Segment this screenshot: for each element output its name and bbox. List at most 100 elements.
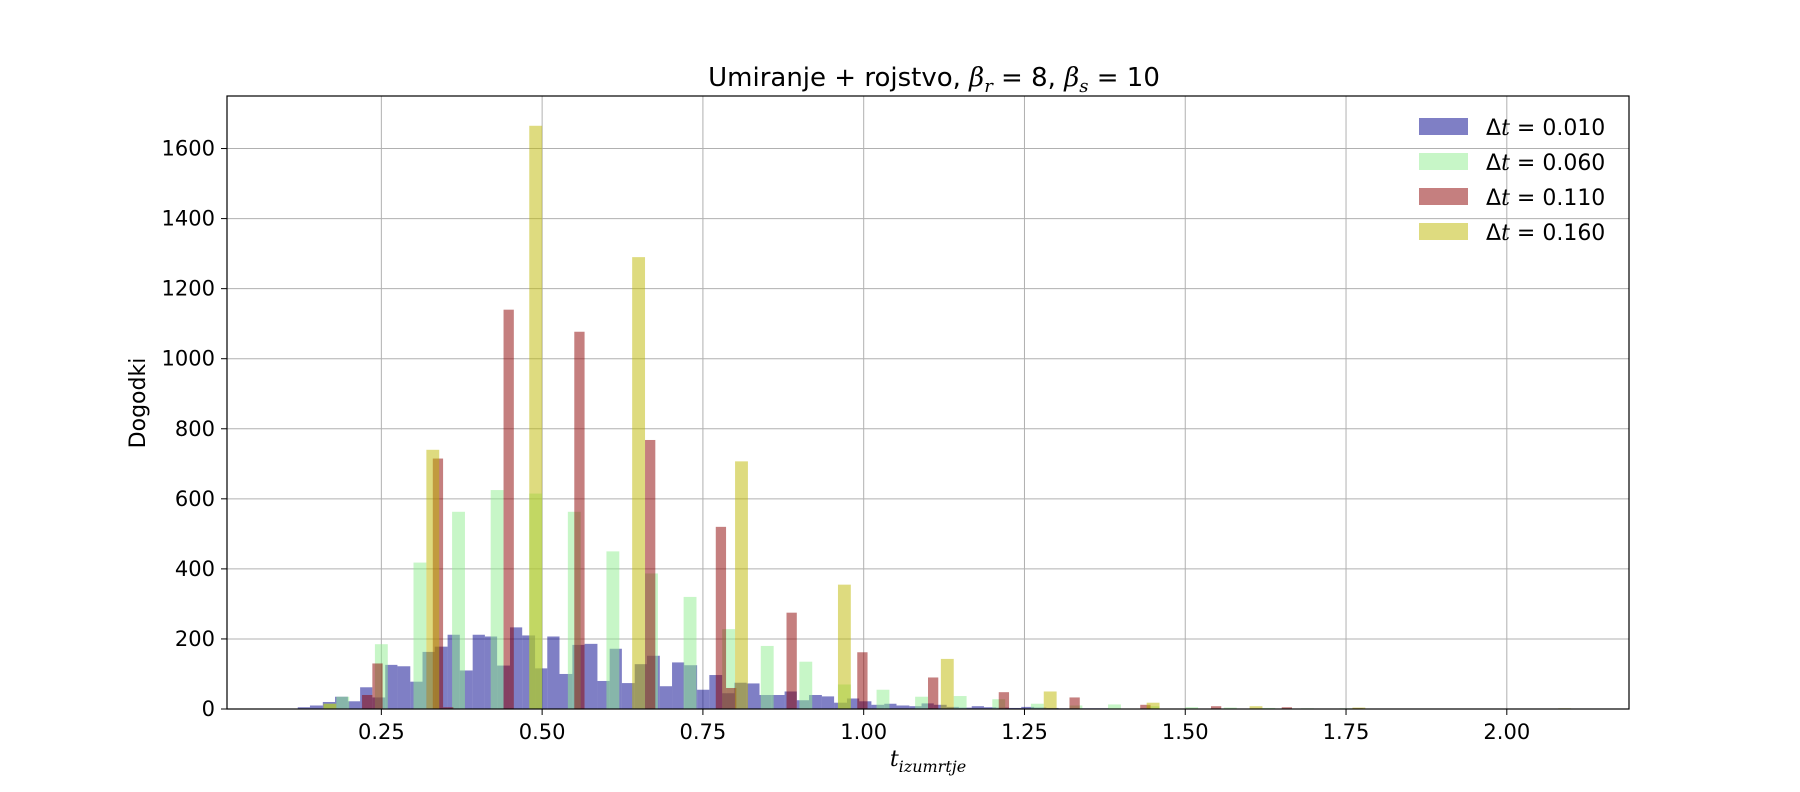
histogram-bar: [876, 689, 890, 709]
legend-swatch-series-1: [1419, 118, 1468, 135]
histogram-bar: [490, 490, 504, 709]
histogram-bar: [837, 584, 851, 709]
histogram-bar: [760, 645, 774, 709]
histogram-bar: [443, 707, 454, 709]
histogram-bar: [1352, 707, 1366, 709]
legend-swatch-series-4: [1419, 223, 1468, 240]
histogram-bar: [323, 703, 337, 709]
x-tick-label: 1.50: [1162, 720, 1209, 744]
legend-label-series-4: Δt = 0.160: [1486, 221, 1605, 246]
title-beta-r-sub: r: [984, 76, 994, 97]
histogram-bar: [821, 696, 835, 709]
histogram-bar: [547, 636, 560, 709]
chart-title: Umiranje + rojstvo, βr = 8, βs = 10: [708, 63, 1160, 97]
histogram-bar: [1249, 706, 1263, 709]
histogram-bar: [645, 439, 656, 709]
histogram-bar: [362, 694, 373, 709]
histogram-bar: [1210, 706, 1222, 709]
x-tick-label: 2.00: [1483, 720, 1530, 744]
x-axis-title-sub: izumrtje: [899, 757, 967, 776]
histogram-bar: [472, 634, 485, 709]
y-axis-title: Dogodki: [126, 358, 151, 449]
histogram-bar: [1185, 707, 1199, 709]
plot-frame: [226, 95, 1630, 710]
histogram-bar: [1030, 703, 1044, 709]
title-beta-s-sub: s: [1079, 76, 1088, 97]
histogram-bar: [606, 551, 620, 709]
histogram-bar: [372, 663, 383, 709]
histogram-bar: [1281, 707, 1293, 709]
histogram-bar: [1108, 704, 1121, 709]
histogram-bar: [1043, 691, 1057, 709]
legend-label-series-3: Δt = 0.110: [1486, 186, 1605, 211]
x-tick-label: 1.75: [1323, 720, 1370, 744]
histogram-bar: [621, 683, 635, 709]
histogram-bar: [746, 683, 760, 709]
histogram-bar: [584, 643, 598, 709]
y-tick-label: 400: [175, 557, 215, 581]
histogram-bar: [413, 562, 427, 709]
histogram-bar: [683, 596, 697, 709]
histogram-bar: [336, 696, 350, 709]
histogram-bar: [915, 696, 928, 709]
histogram-bar: [735, 461, 748, 709]
legend-swatch-series-3: [1419, 188, 1468, 205]
histogram-bar: [385, 664, 398, 709]
y-tick-label: 1200: [162, 277, 215, 301]
histogram-bar: [574, 331, 585, 709]
histogram-bar: [697, 689, 710, 709]
series-4-bars: [323, 125, 1572, 709]
histogram-bar: [452, 511, 465, 709]
histogram-bar: [928, 677, 939, 709]
histogram-bar: [426, 449, 440, 709]
title-beta-s: β: [1063, 63, 1079, 93]
x-axis-title: tizumrtje: [890, 747, 966, 776]
axis-ticks: 0.25 0.50 0.75 1.00 1.25 1.50 1.75 2.00 0 200 400 6…: [162, 137, 1531, 744]
histogram-bar: [940, 658, 954, 709]
histogram-bar: [1069, 697, 1080, 709]
histogram-bar: [659, 686, 673, 709]
histogram-bar: [529, 125, 543, 709]
histogram-bar: [1140, 704, 1151, 709]
y-tick-label: 0: [202, 697, 215, 721]
histogram-bar: [857, 652, 868, 709]
histogram-bar: [896, 705, 910, 709]
legend-swatch-series-2: [1419, 153, 1468, 170]
histogram-bar: [297, 707, 310, 709]
y-tick-label: 1000: [162, 347, 215, 371]
title-beta-r-value: = 8,: [993, 63, 1064, 93]
histogram-bars: [297, 125, 1572, 709]
histogram-bar: [933, 704, 947, 709]
histogram-bar: [998, 692, 1010, 709]
title-prefix: Umiranje + rojstvo,: [708, 63, 969, 93]
y-tick-label: 1600: [162, 137, 215, 161]
y-tick-label: 200: [175, 627, 215, 651]
histogram-bar: [672, 662, 685, 709]
x-axis-title-main: t: [890, 747, 899, 772]
histogram-bar: [884, 703, 897, 709]
histogram-bar: [846, 698, 860, 709]
x-tick-label: 0.25: [358, 720, 405, 744]
title-beta-s-value: = 10: [1088, 63, 1159, 93]
histogram-bar: [971, 706, 984, 709]
histogram-bar: [983, 707, 997, 709]
histogram-bar: [953, 696, 967, 709]
histogram-bar: [1223, 707, 1237, 709]
y-tick-label: 800: [175, 417, 215, 441]
y-tick-label: 1400: [162, 207, 215, 231]
histogram-bar: [799, 661, 813, 709]
histogram-bar: [786, 612, 797, 709]
title-beta-r: β: [968, 63, 984, 93]
y-tick-label: 600: [175, 487, 215, 511]
x-tick-label: 1.25: [1001, 720, 1048, 744]
histogram-bar: [1021, 706, 1035, 709]
histogram-bar: [1146, 702, 1160, 709]
histogram-bar: [632, 257, 646, 709]
histogram-bar: [726, 687, 737, 709]
legend-label-series-2: Δt = 0.060: [1486, 151, 1605, 176]
histogram-bar: [397, 666, 411, 709]
histogram-bar: [503, 309, 514, 709]
histogram-bar: [771, 694, 785, 709]
